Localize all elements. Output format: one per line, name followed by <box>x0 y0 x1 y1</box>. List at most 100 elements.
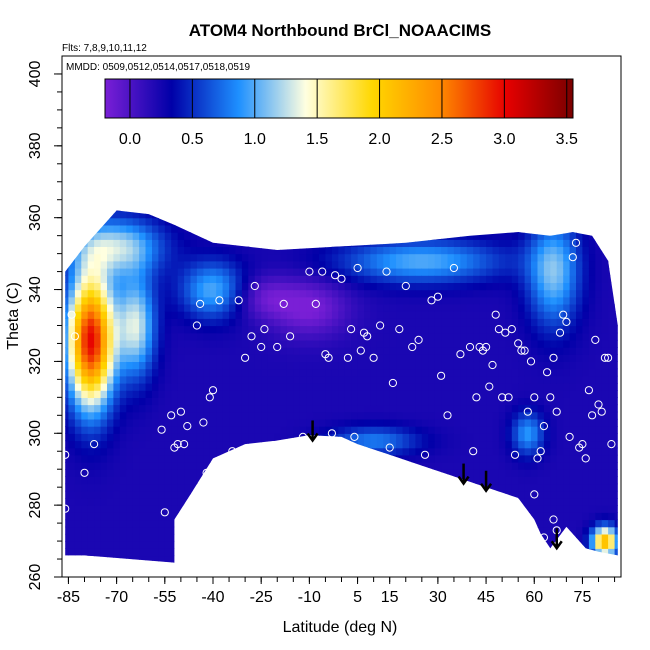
heatmap-cell <box>145 433 153 442</box>
heatmap-cell <box>171 404 179 413</box>
heatmap-cell <box>68 325 76 334</box>
data-point <box>549 353 558 362</box>
heatmap-cell <box>88 563 95 571</box>
heatmap-cell <box>158 296 166 305</box>
heatmap-cell <box>569 541 577 549</box>
heatmap-cell <box>428 526 436 535</box>
heatmap-cell <box>376 548 384 557</box>
heatmap-cell <box>248 404 256 413</box>
heatmap-cell <box>351 411 359 420</box>
heatmap-cell <box>563 526 571 535</box>
heatmap-cell <box>107 318 114 327</box>
heatmap-cell <box>402 383 410 391</box>
heatmap-cell <box>299 447 307 456</box>
heatmap-cell <box>113 217 121 226</box>
heatmap-cell <box>68 469 76 477</box>
heatmap-cell <box>428 383 436 391</box>
heatmap-cell <box>235 390 243 398</box>
heatmap-cell <box>209 217 217 226</box>
heatmap-cell <box>107 563 114 571</box>
data-point <box>565 432 574 441</box>
heatmap-cell <box>543 483 551 492</box>
heatmap-cell <box>563 232 571 240</box>
heatmap-cell <box>434 318 442 327</box>
heatmap-cell <box>229 289 237 298</box>
heatmap-cell <box>177 239 185 247</box>
heatmap-cell <box>396 411 404 420</box>
heatmap-cell <box>209 526 217 535</box>
heatmap-cell <box>113 361 121 370</box>
heatmap-cell <box>209 454 217 463</box>
heatmap-cell <box>286 268 294 276</box>
heatmap-cell <box>293 260 301 269</box>
heatmap-cell <box>267 476 275 485</box>
heatmap-cell <box>614 526 618 535</box>
heatmap-cell <box>396 418 404 427</box>
heatmap-cell <box>453 390 461 398</box>
heatmap-cell <box>505 232 513 240</box>
heatmap-cell <box>119 217 127 226</box>
heatmap-cell <box>415 411 423 420</box>
heatmap-cell <box>203 246 211 255</box>
heatmap-cell <box>222 533 230 542</box>
heatmap-cell <box>145 548 153 557</box>
heatmap-cell <box>325 390 333 398</box>
heatmap-cell <box>364 268 371 276</box>
heatmap-cell <box>409 325 416 334</box>
heatmap-cell <box>241 325 249 334</box>
heatmap-cell <box>280 390 288 398</box>
heatmap-cell <box>293 454 301 463</box>
heatmap-cell <box>196 232 204 240</box>
heatmap-cell <box>216 490 224 499</box>
heatmap-cell <box>280 383 288 391</box>
heatmap-cell <box>460 347 468 355</box>
heatmap-cell <box>466 498 474 506</box>
heatmap-cell <box>312 361 320 370</box>
heatmap-cell <box>65 526 69 535</box>
heatmap-cell <box>286 210 294 219</box>
heatmap-cell <box>370 347 378 355</box>
heatmap-cell <box>235 318 243 327</box>
heatmap-cell <box>280 397 288 406</box>
data-point <box>543 368 552 377</box>
heatmap-cell <box>222 397 230 406</box>
heatmap-cell <box>119 526 127 535</box>
heatmap-cell <box>177 368 185 377</box>
heatmap-cell <box>164 347 172 355</box>
heatmap-cell <box>158 390 166 398</box>
heatmap-cell <box>338 490 346 499</box>
heatmap-cell <box>376 239 384 247</box>
heatmap-cell <box>100 217 108 226</box>
heatmap-cell <box>119 519 127 528</box>
heatmap-cell <box>325 462 333 470</box>
heatmap-cell <box>216 418 224 427</box>
heatmap-cell <box>364 232 371 240</box>
heatmap-cell <box>595 296 603 305</box>
heatmap-cell <box>196 368 204 377</box>
heatmap-cell <box>293 361 301 370</box>
heatmap-cell <box>81 210 89 219</box>
heatmap-cell <box>344 490 352 499</box>
heatmap-cell <box>409 498 416 506</box>
heatmap-cell <box>65 548 69 557</box>
heatmap-cell <box>87 368 95 377</box>
heatmap-cell <box>312 332 320 341</box>
heatmap-cell <box>196 210 204 212</box>
heatmap-cell <box>74 282 82 291</box>
heatmap-cell <box>563 332 571 341</box>
heatmap-cell <box>344 339 352 348</box>
heatmap-cell <box>331 347 339 355</box>
heatmap-cell <box>107 397 114 406</box>
heatmap-cell <box>229 296 237 305</box>
heatmap-cell <box>556 433 564 442</box>
heatmap-cell <box>601 548 609 557</box>
heatmap-cell <box>492 325 500 334</box>
heatmap-cell <box>595 526 603 535</box>
heatmap-cell <box>512 196 519 204</box>
heatmap-cell <box>74 224 82 233</box>
heatmap-cell <box>569 483 577 492</box>
heatmap-cell <box>595 505 603 513</box>
heatmap-cell <box>113 210 121 212</box>
data-point <box>273 342 282 352</box>
heatmap-cell <box>280 375 288 384</box>
